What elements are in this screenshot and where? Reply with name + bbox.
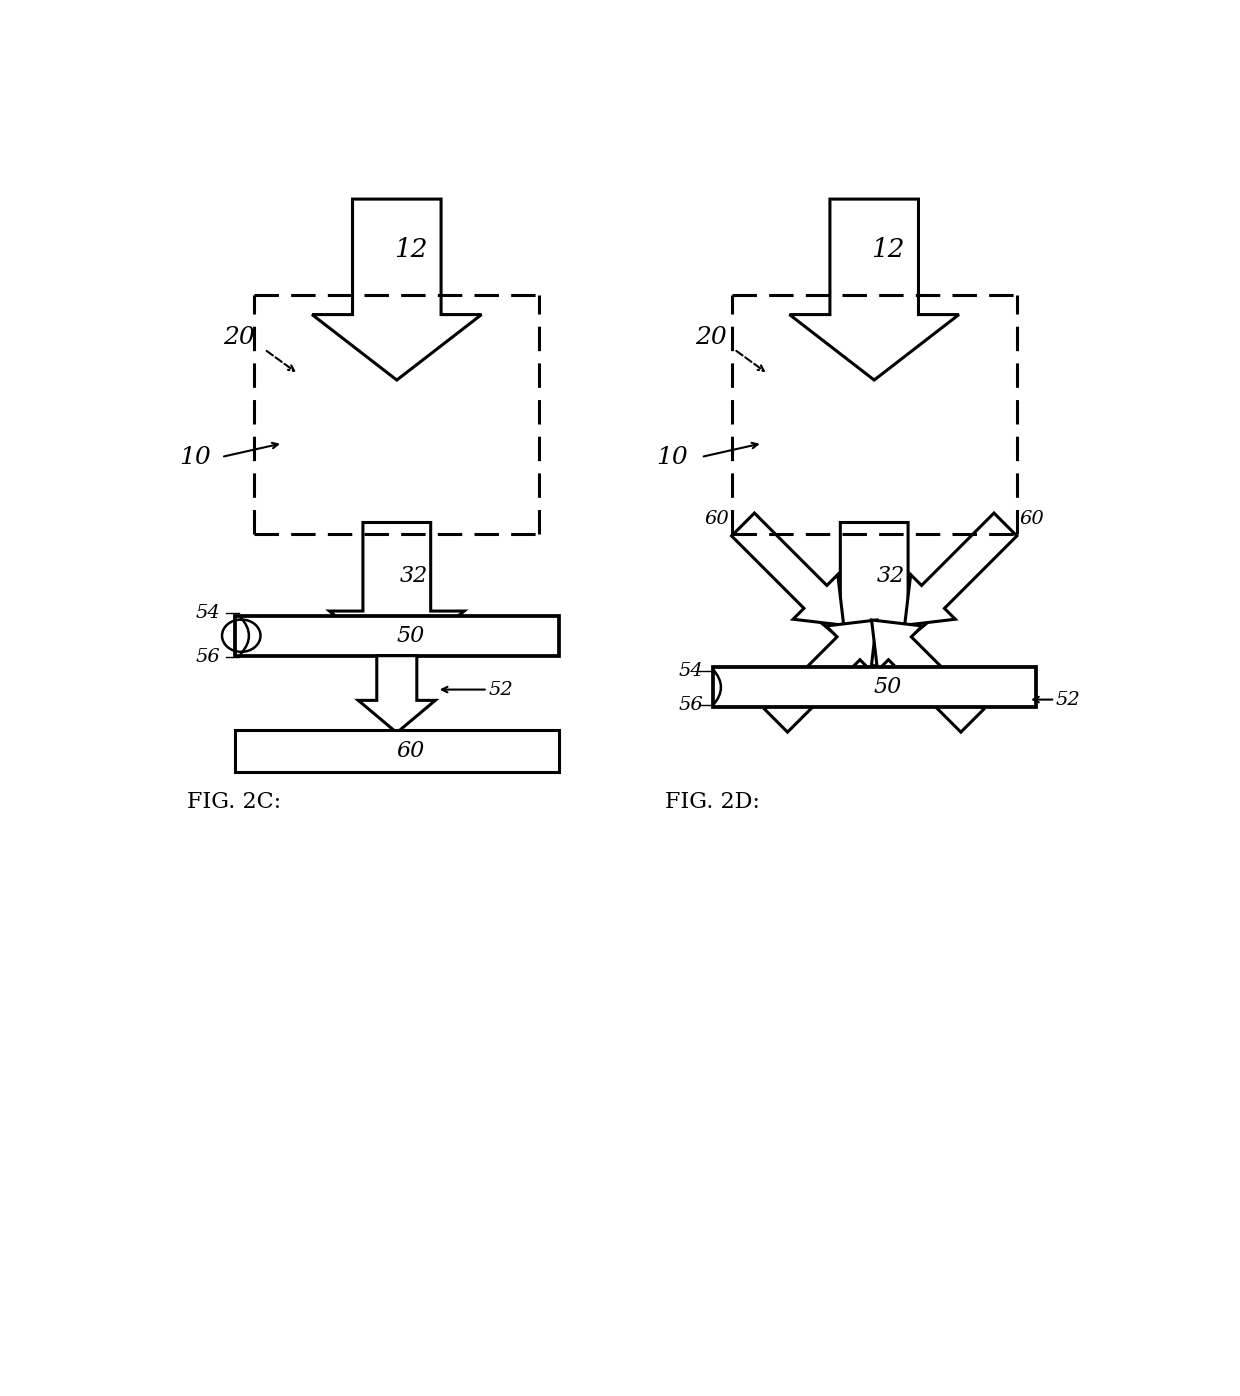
Text: 54: 54 (196, 603, 221, 621)
Bar (236, 730, 558, 772)
Text: 52: 52 (1056, 691, 1080, 709)
Text: 32: 32 (877, 565, 905, 588)
Text: 60: 60 (397, 740, 425, 762)
Text: 20: 20 (696, 327, 727, 349)
Text: 56: 56 (196, 648, 221, 666)
Text: FIG. 2C:: FIG. 2C: (187, 792, 281, 812)
Polygon shape (330, 522, 464, 666)
Polygon shape (905, 514, 1017, 625)
Text: 52: 52 (489, 681, 513, 698)
Polygon shape (872, 620, 983, 732)
Text: 50: 50 (874, 676, 903, 698)
Polygon shape (790, 200, 959, 380)
Text: 54: 54 (678, 662, 703, 680)
Text: 12: 12 (872, 237, 905, 261)
Polygon shape (358, 656, 435, 733)
Text: 10: 10 (180, 445, 211, 469)
Text: 20: 20 (223, 327, 255, 349)
Text: 50: 50 (397, 624, 425, 646)
Bar (713, 667, 1035, 708)
Polygon shape (732, 514, 843, 625)
Polygon shape (312, 200, 481, 380)
Polygon shape (765, 620, 877, 732)
Text: FIG. 2D:: FIG. 2D: (665, 792, 760, 812)
Text: 10: 10 (657, 445, 688, 469)
Text: 56: 56 (678, 697, 703, 713)
Text: 32: 32 (399, 565, 428, 588)
Bar (236, 616, 558, 656)
Text: 60: 60 (704, 510, 729, 528)
Text: 12: 12 (394, 237, 428, 261)
Polygon shape (807, 522, 941, 666)
Text: 60: 60 (1019, 510, 1044, 528)
